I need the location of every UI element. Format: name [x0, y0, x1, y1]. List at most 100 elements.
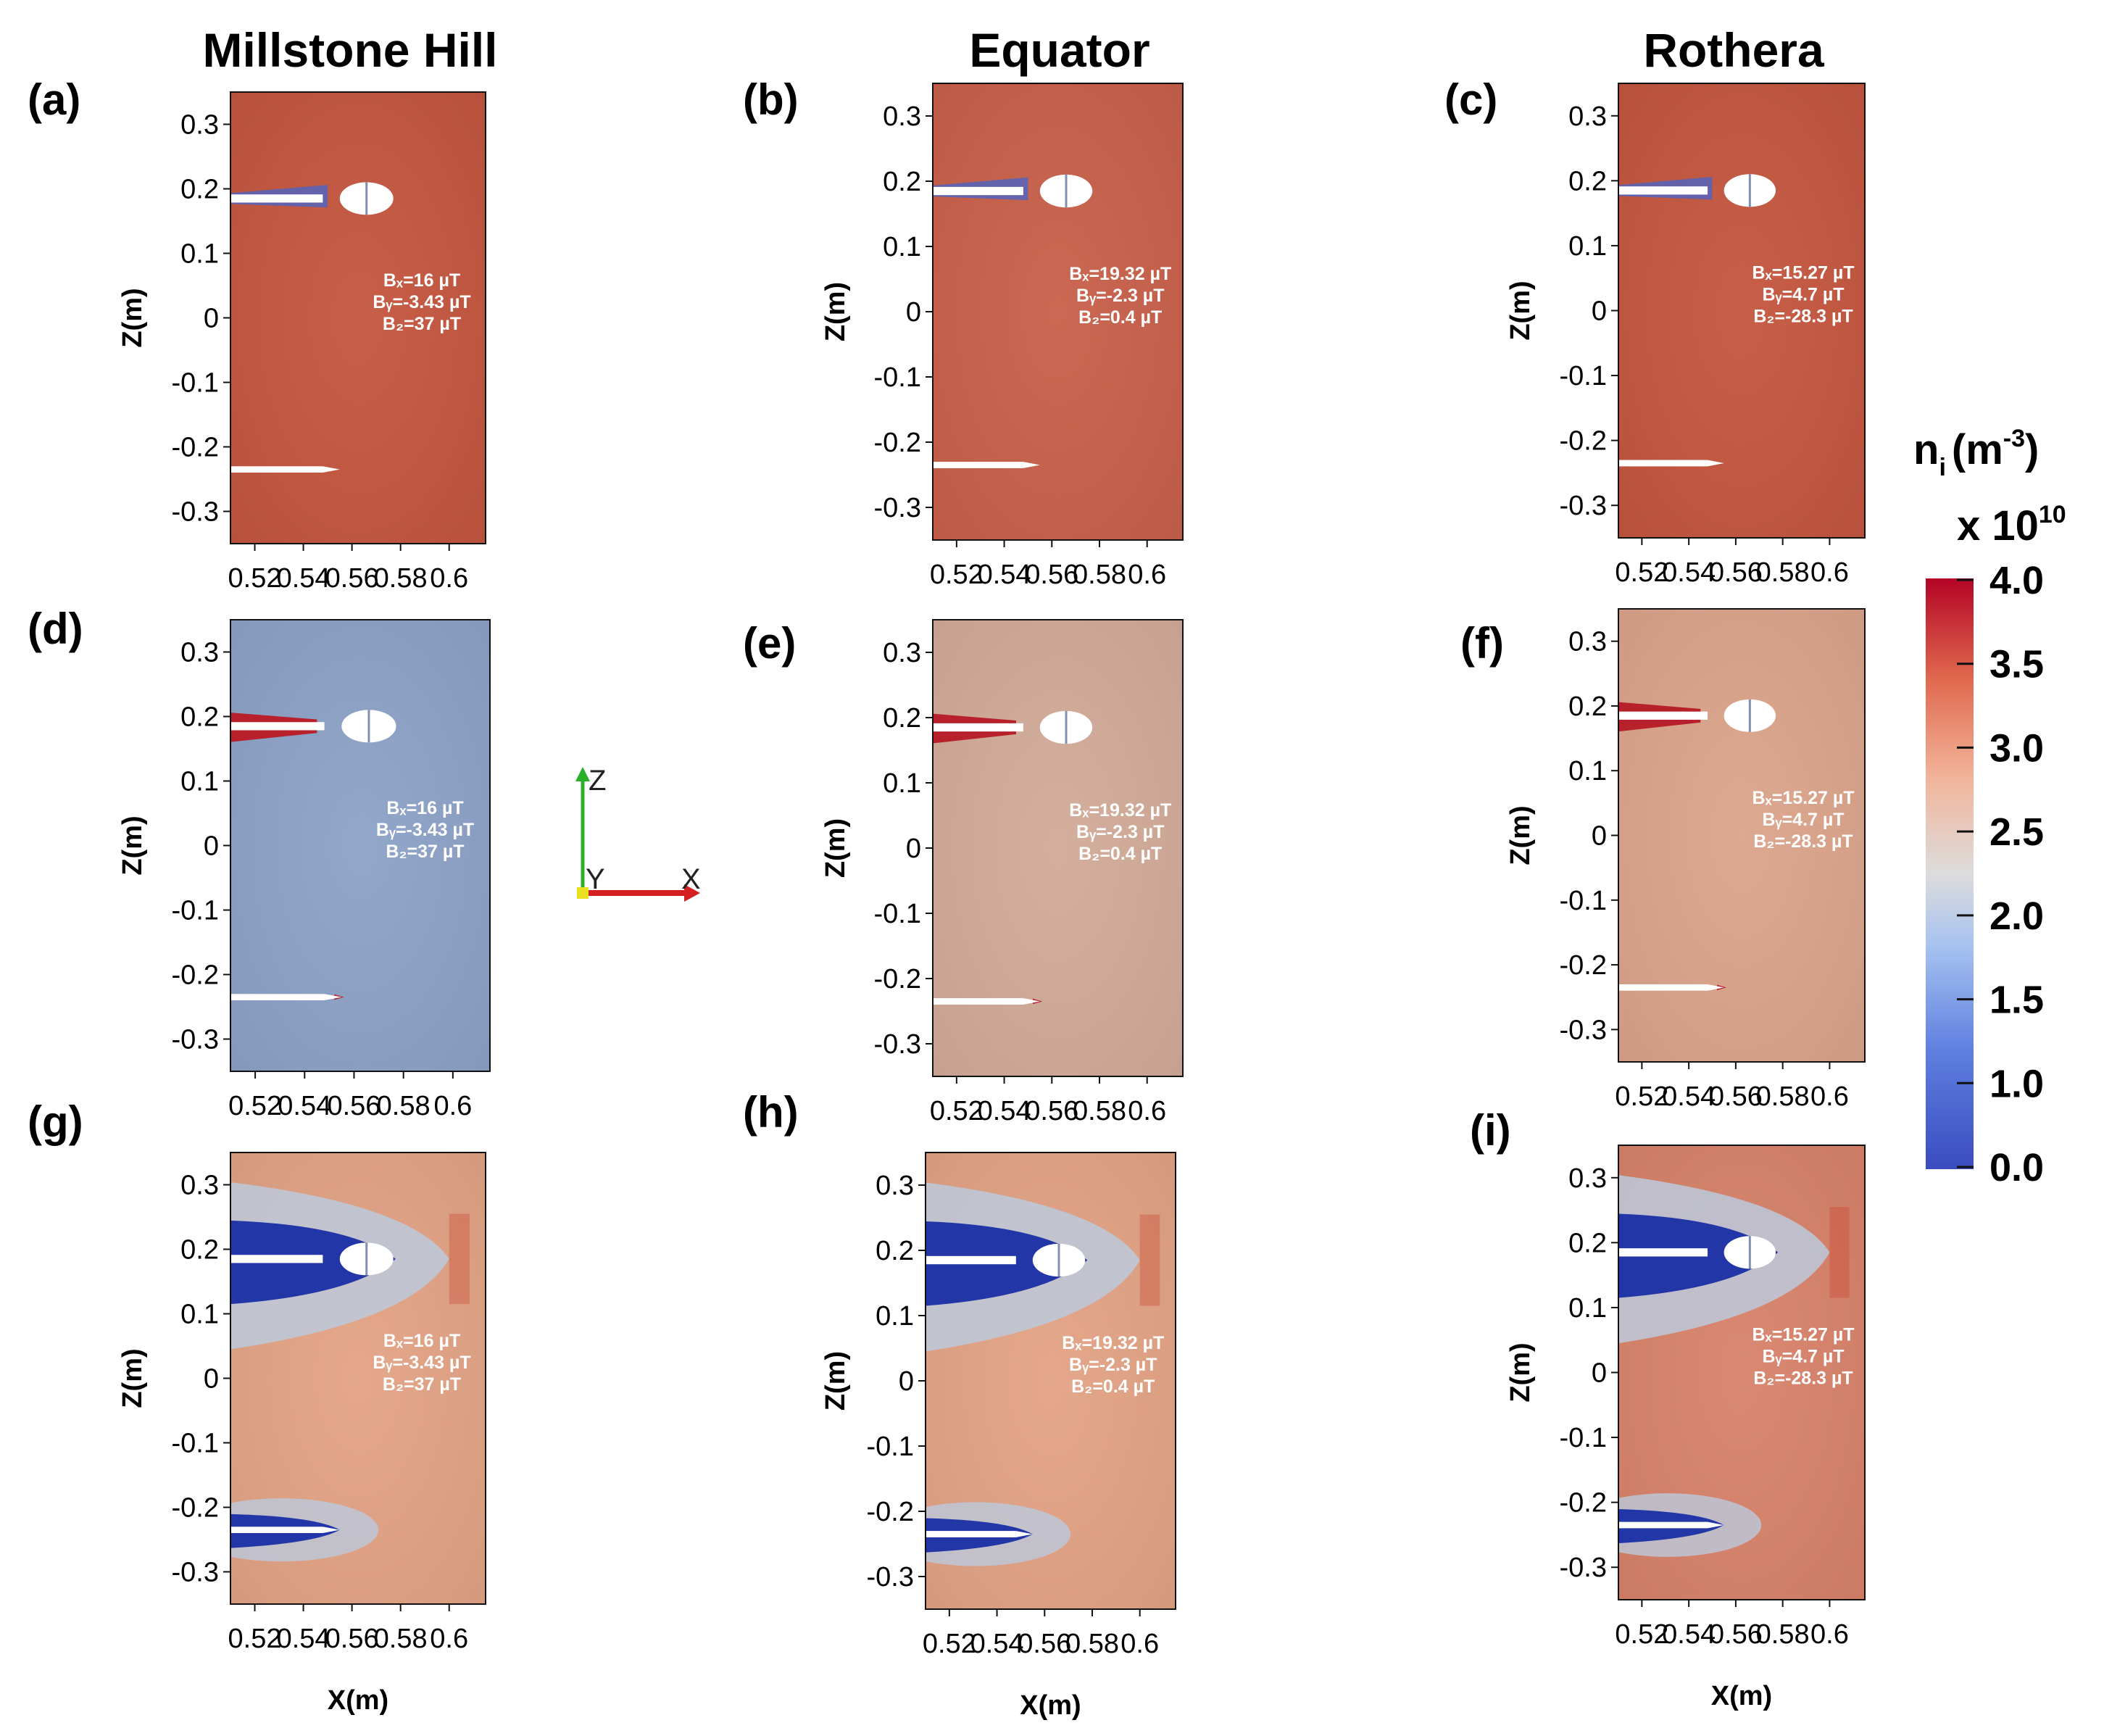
ram-enhancement — [1829, 1207, 1850, 1298]
z-tick-label: 0.2 — [180, 175, 219, 205]
colorbar: ni (m-3) x 1010 4.0 3.5 3.0 2.5 2.0 1.5 1.0 0.0 — [1913, 425, 2066, 1189]
z-tick-label: 0.1 — [1568, 231, 1607, 262]
upper-boom — [1618, 711, 1708, 720]
upper-boom — [1618, 1248, 1708, 1257]
bx-annotation: Bₓ=19.32 µT — [1069, 800, 1171, 821]
plot-area — [230, 92, 486, 544]
z-tick-label: -0.1 — [874, 899, 921, 929]
z-tick-label: 0.2 — [180, 702, 219, 733]
colorbar-tick-label: 3.5 — [1989, 643, 2044, 686]
y-axis-label: Z(m) — [1505, 281, 1536, 340]
x-tick-label: 0.58 — [1065, 1629, 1119, 1659]
z-tick-label: -0.1 — [1560, 886, 1607, 916]
z-tick-label: -0.3 — [172, 497, 219, 528]
colorbar-gradient — [1926, 578, 1974, 1169]
bz-annotation: B₂=0.4 µT — [1078, 307, 1162, 328]
panel-label: (e) — [743, 619, 796, 668]
z-tick-label: 0.3 — [883, 638, 921, 668]
colorbar-tick-label: 1.5 — [1989, 979, 2044, 1022]
z-tick-label: -0.1 — [1560, 1423, 1607, 1453]
colorbar-title-unit-open: (m — [1952, 426, 2003, 473]
bx-annotation: Bₓ=19.32 µT — [1062, 1333, 1164, 1353]
z-tick-label: -0.1 — [867, 1432, 914, 1462]
x-tick-label: 0.58 — [377, 1091, 431, 1121]
lower-boom-tip — [1015, 1531, 1033, 1537]
x-tick-label: 0.54 — [978, 560, 1031, 590]
panel-b: (b) 0.3 0.2 0.1 0 -0.1 -0.2 -0.3 0.520.540.560.5… — [743, 75, 1184, 590]
z-tick-label: 0.2 — [876, 1236, 914, 1266]
z-tick-label: 0.3 — [180, 638, 219, 668]
colorbar-tick-label: 2.0 — [1989, 894, 2044, 938]
colorbar-tick-label: 2.5 — [1989, 810, 2044, 854]
z-tick-label: 0.2 — [883, 167, 921, 197]
bz-annotation: B₂=37 µT — [383, 314, 461, 334]
by-annotation: Bᵧ=4.7 µT — [1762, 810, 1844, 830]
z-tick-label: 0 — [204, 831, 219, 862]
panel-label: (d) — [28, 605, 83, 653]
panel-label: (g) — [28, 1097, 83, 1146]
colorbar-title-unit-close: ) — [2025, 426, 2039, 473]
plot-area — [1618, 1145, 1865, 1600]
z-tick-label: -0.2 — [867, 1497, 914, 1527]
z-tick-label: 0.3 — [1568, 627, 1607, 657]
bx-annotation: Bₓ=19.32 µT — [1069, 264, 1171, 284]
y-axis-label: Z(m) — [1505, 805, 1536, 865]
panel-grid: (a)0.30.20.10-0.1-0.2-0.30.520.540.560.5… — [28, 75, 1866, 1721]
triad-z-arrowhead — [575, 767, 590, 781]
z-tick-label: -0.1 — [172, 896, 219, 926]
colorbar-ticks: 4.0 3.5 3.0 2.5 2.0 1.5 1.0 0.0 — [1957, 559, 2044, 1189]
lower-boom — [230, 1527, 323, 1534]
y-axis-label: Z(m) — [117, 815, 148, 875]
panel-h: (h)0.30.20.10-0.1-0.2-0.30.520.540.560.5… — [743, 1088, 1176, 1721]
x-axis-label: X(m) — [328, 1685, 388, 1716]
panel-label: (f) — [1460, 619, 1504, 668]
bx-annotation: Bₓ=15.27 µT — [1752, 263, 1855, 283]
z-tick-label: -0.3 — [1560, 1015, 1607, 1045]
bx-annotation: Bₓ=16 µT — [386, 798, 463, 818]
panel-c: (c) 0.3 0.2 0.1 0 -0.1 -0.2 -0.3 0.520.540.560.5… — [1444, 75, 1866, 588]
x-tick-label: 0.54 — [278, 1091, 331, 1121]
x-tick-label: 0.6 — [430, 563, 468, 594]
plot-area — [933, 83, 1183, 540]
bx-annotation: Bₓ=16 µT — [383, 270, 460, 291]
x-tick-label: 0.52 — [930, 1096, 984, 1126]
panel-label: (c) — [1444, 75, 1497, 124]
x-tick-label: 0.56 — [1025, 560, 1078, 590]
z-tick-label: -0.2 — [874, 964, 921, 994]
x-tick-label: 0.58 — [1073, 560, 1126, 590]
upper-boom — [230, 1255, 323, 1263]
x-tick-label: 0.6 — [1810, 1619, 1849, 1650]
z-tick-label: 0.1 — [180, 1300, 219, 1330]
by-annotation: Bᵧ=4.7 µT — [1762, 285, 1844, 305]
plot-area — [933, 620, 1183, 1076]
z-tick-label: 0.3 — [876, 1171, 914, 1201]
bx-annotation: Bₓ=16 µT — [383, 1331, 460, 1351]
lower-boom — [230, 466, 323, 473]
z-tick-label: -0.2 — [1560, 426, 1607, 457]
panel-f: (f) 0.3 0.2 0.1 0 -0.1 -0.2 -0.3 0.520.540.560.5… — [1460, 608, 1866, 1112]
x-tick-label: 0.52 — [1615, 1081, 1668, 1112]
z-tick-label: -0.1 — [1560, 361, 1607, 391]
lower-boom-tip — [1708, 1521, 1724, 1529]
x-tick-label: 0.6 — [1120, 1629, 1159, 1659]
x-tick-label: 0.54 — [1662, 1081, 1716, 1112]
z-tick-label: -0.3 — [172, 1558, 219, 1588]
by-annotation: Bᵧ=-2.3 µT — [1076, 822, 1164, 842]
bz-annotation: B₂=37 µT — [383, 1374, 461, 1395]
z-tick-label: 0.2 — [1568, 166, 1607, 196]
z-tick-label: -0.3 — [1560, 1553, 1607, 1583]
by-annotation: Bᵧ=-3.43 µT — [373, 1353, 470, 1373]
x-tick-label: 0.56 — [325, 563, 379, 594]
x-tick-label: 0.52 — [923, 1629, 976, 1659]
z-tick-label: 0.3 — [180, 1171, 219, 1201]
upper-boom — [933, 186, 1023, 196]
x-tick-label: 0.56 — [1709, 557, 1763, 588]
z-tick-label: -0.3 — [874, 1029, 921, 1060]
z-tick-label: -0.1 — [172, 368, 219, 399]
z-tick-label: 0 — [204, 1364, 219, 1395]
by-annotation: Bᵧ=-2.3 µT — [1069, 1355, 1157, 1375]
upper-boom — [926, 1255, 1016, 1265]
colorbar-scale-exp: 10 — [2039, 501, 2066, 528]
axis-triad: Z Y X — [575, 765, 701, 902]
